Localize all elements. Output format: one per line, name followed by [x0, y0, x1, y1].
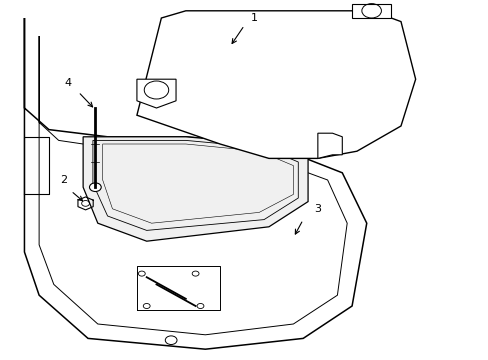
Text: 1: 1 — [250, 13, 257, 23]
Polygon shape — [351, 4, 390, 18]
Circle shape — [89, 183, 101, 192]
Polygon shape — [24, 18, 366, 349]
Polygon shape — [83, 137, 307, 241]
Polygon shape — [137, 11, 415, 158]
Text: 3: 3 — [314, 204, 321, 214]
Polygon shape — [317, 133, 342, 158]
Circle shape — [165, 336, 177, 345]
Text: 4: 4 — [65, 78, 72, 88]
Text: 2: 2 — [60, 175, 67, 185]
Polygon shape — [137, 79, 176, 108]
